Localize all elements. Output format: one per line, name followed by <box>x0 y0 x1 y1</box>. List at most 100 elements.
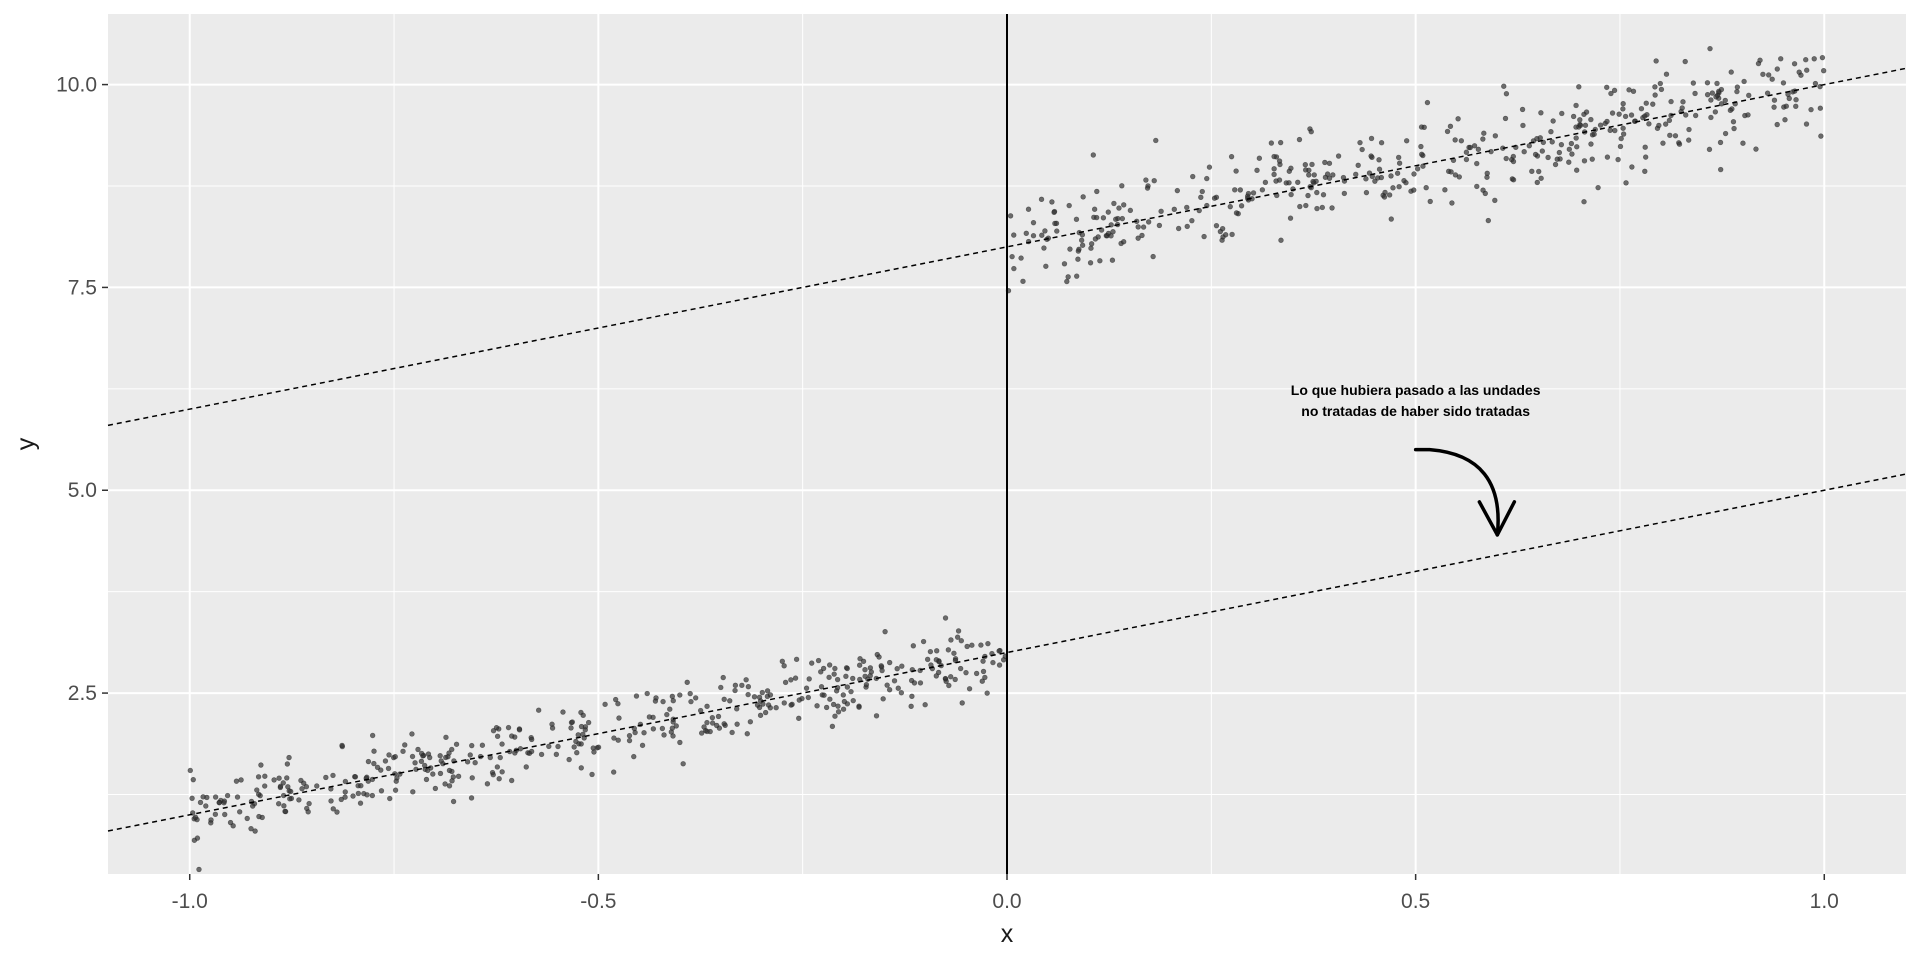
data-point <box>687 690 693 697</box>
data-point <box>886 659 893 666</box>
data-point <box>818 669 824 675</box>
data-point <box>382 758 389 764</box>
data-point <box>1615 156 1621 163</box>
data-point <box>1448 169 1454 175</box>
data-point <box>1444 128 1451 135</box>
data-point <box>1411 187 1417 193</box>
data-point <box>330 772 336 779</box>
data-point <box>764 688 771 694</box>
data-point <box>1608 90 1614 97</box>
data-point <box>1568 140 1575 147</box>
data-point <box>385 765 392 772</box>
data-point <box>1521 149 1527 155</box>
data-point <box>1254 167 1260 174</box>
data-point <box>646 714 653 720</box>
data-point <box>1501 83 1507 89</box>
data-point <box>222 811 228 818</box>
data-point <box>1414 166 1421 172</box>
data-point <box>1708 114 1714 121</box>
data-point <box>189 795 195 801</box>
data-point <box>342 789 348 795</box>
data-point <box>876 654 882 660</box>
data-point <box>933 657 940 663</box>
data-point <box>469 775 475 781</box>
data-point <box>747 719 754 725</box>
data-point <box>494 764 501 770</box>
data-point <box>1760 71 1766 78</box>
data-point <box>528 748 535 755</box>
data-point <box>1803 121 1810 127</box>
data-point <box>1382 189 1388 196</box>
x-tick-label: -1.0 <box>172 890 208 913</box>
data-point <box>1341 190 1348 197</box>
data-point <box>1330 172 1336 178</box>
data-point <box>1198 194 1204 201</box>
data-point <box>236 809 243 815</box>
data-point <box>850 697 856 704</box>
data-point <box>1357 139 1363 146</box>
data-point <box>1604 118 1610 125</box>
data-point <box>364 792 370 798</box>
data-point <box>1113 216 1119 222</box>
data-point <box>200 794 206 800</box>
data-point <box>886 687 893 693</box>
annotation-text-line-1: Lo que hubiera pasado a las undades <box>1291 382 1541 398</box>
data-point <box>1643 100 1649 106</box>
data-point <box>1376 166 1383 172</box>
data-point <box>1097 258 1103 264</box>
data-point <box>1690 80 1697 86</box>
data-point <box>1394 170 1401 176</box>
data-point <box>767 692 774 698</box>
data-point <box>969 642 975 648</box>
data-point <box>1554 156 1560 162</box>
data-point <box>306 800 312 807</box>
data-point <box>464 759 471 765</box>
data-point <box>996 648 1002 654</box>
data-point <box>479 742 486 748</box>
data-point <box>1340 174 1347 181</box>
data-point <box>1418 143 1424 150</box>
data-point <box>990 659 996 666</box>
y-axis-title: y <box>12 437 40 450</box>
data-point <box>1329 205 1335 211</box>
data-point <box>899 663 905 669</box>
data-point <box>234 794 241 800</box>
data-point <box>1791 61 1798 67</box>
data-point <box>1271 171 1277 178</box>
data-point <box>1484 174 1490 180</box>
data-point <box>832 665 838 672</box>
data-point <box>1573 102 1579 109</box>
data-point <box>826 674 832 681</box>
data-point <box>443 734 449 741</box>
data-point <box>1228 153 1235 160</box>
data-point <box>661 732 667 738</box>
data-point <box>328 798 334 804</box>
data-point <box>1820 67 1827 74</box>
data-point <box>1150 253 1156 260</box>
data-point <box>1322 159 1328 166</box>
data-point <box>1396 160 1403 166</box>
data-point <box>1520 122 1526 129</box>
data-point <box>1660 140 1666 146</box>
data-point <box>1803 57 1809 63</box>
data-point <box>1510 158 1517 165</box>
data-point <box>374 764 381 771</box>
data-point <box>835 703 841 709</box>
data-point <box>1206 164 1213 170</box>
data-point <box>1403 138 1410 144</box>
data-point <box>1420 163 1426 169</box>
data-point <box>1642 144 1648 150</box>
data-point <box>732 687 738 694</box>
data-point <box>1229 231 1235 238</box>
data-point <box>1529 168 1535 175</box>
data-point <box>580 712 586 719</box>
data-point <box>721 696 727 702</box>
data-point <box>1309 161 1315 168</box>
data-point <box>1722 97 1728 104</box>
data-point <box>212 794 219 800</box>
data-point <box>224 792 231 799</box>
data-point <box>602 701 608 708</box>
data-point <box>667 706 673 712</box>
data-point <box>814 703 820 709</box>
data-point <box>350 793 356 799</box>
